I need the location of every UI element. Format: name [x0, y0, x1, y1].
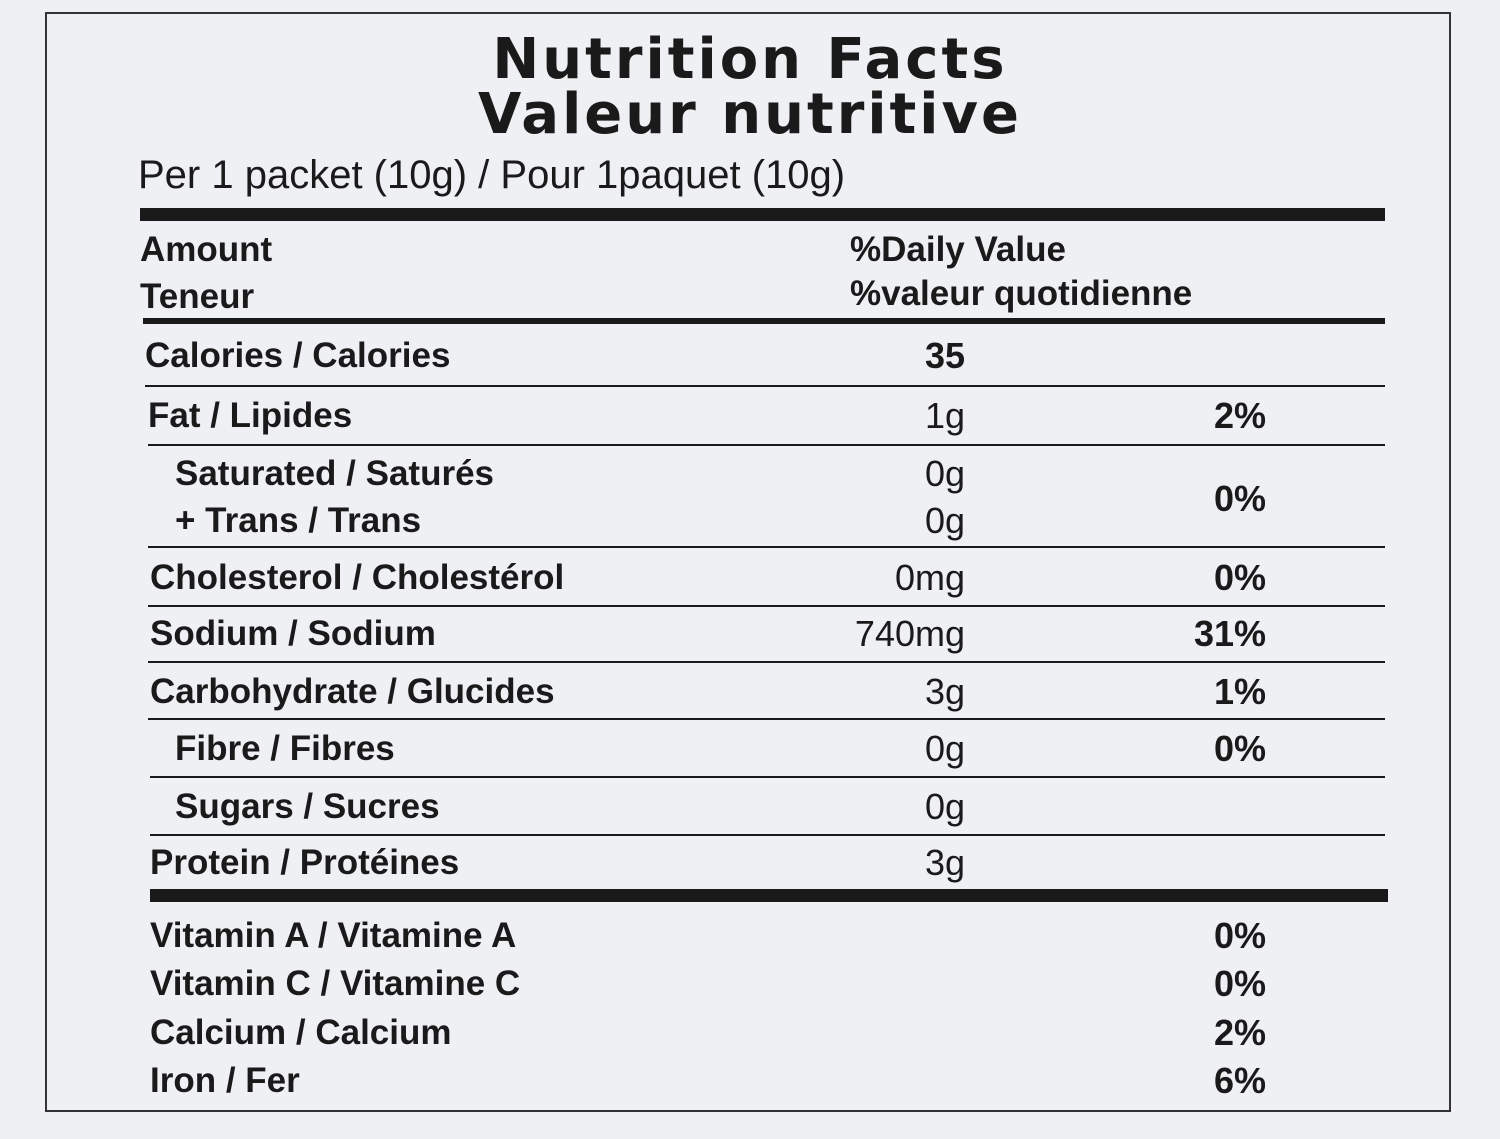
nutrient-amount: 0mg [894, 557, 965, 598]
nutrient-amount: 740mg [854, 613, 965, 654]
rule [148, 444, 1385, 446]
daily-value: 31% [1193, 613, 1266, 654]
daily-value: 6% [1213, 1060, 1266, 1101]
daily-value: 0% [1213, 963, 1266, 1004]
amount-header-fr: Teneur [140, 277, 255, 316]
nutrient-amount: 0g [924, 728, 965, 769]
daily-value: 2% [1213, 395, 1266, 436]
nutrient-amount: 3g [924, 842, 965, 883]
nutrient-amount: 3g [924, 671, 965, 712]
daily-value: 0% [1213, 557, 1266, 598]
nutrient-label: + Trans / Trans [175, 501, 422, 540]
nutrient-amount: 0g [924, 453, 965, 494]
rule [145, 385, 1385, 387]
daily-value: 2% [1213, 1012, 1266, 1053]
rule [148, 661, 1385, 663]
rule [150, 776, 1385, 778]
dv-header: %Daily Value [850, 230, 1066, 269]
nutrient-label: Sodium / Sodium [150, 614, 436, 653]
label-border [45, 12, 1451, 1112]
rule [150, 834, 1385, 836]
dv-header-fr: %valeur quotidienne [850, 274, 1193, 313]
nutrient-label: Protein / Protéines [150, 843, 460, 882]
rule [148, 546, 1385, 548]
rule [148, 605, 1385, 607]
nutrient-label: Fibre / Fibres [175, 729, 395, 768]
title-fr: Valeur nutritive [478, 82, 1022, 147]
nutrient-label: Saturated / Saturés [175, 454, 494, 493]
nutrient-amount: 35 [924, 335, 965, 376]
nutrient-label: Sugars / Sucres [175, 787, 440, 826]
serving-size: Per 1 packet (10g) / Pour 1paquet (10g) [138, 153, 846, 197]
amount-header: Amount [140, 230, 273, 269]
nutrient-amount: 0g [924, 500, 965, 541]
daily-value: 1% [1213, 671, 1266, 712]
nutrient-label: Cholesterol / Cholestérol [150, 558, 565, 597]
nutrient-amount: 0g [924, 786, 965, 827]
thick-rule [140, 208, 1385, 221]
nutrient-label: Carbohydrate / Glucides [150, 672, 555, 711]
vitamin-label: Iron / Fer [150, 1061, 300, 1100]
vitamin-label: Calcium / Calcium [150, 1013, 452, 1052]
vitamin-label: Vitamin A / Vitamine A [150, 916, 517, 955]
nutrient-amount: 1g [924, 395, 965, 436]
vitamin-label: Vitamin C / Vitamine C [150, 964, 521, 1003]
nutrient-label: Calories / Calories [145, 336, 451, 375]
nutrient-label: Fat / Lipides [148, 396, 353, 435]
daily-value: 0% [1213, 478, 1266, 519]
thick-rule [150, 889, 1388, 902]
rule [143, 318, 1385, 324]
rule [148, 718, 1385, 720]
daily-value: 0% [1213, 915, 1266, 956]
title: Nutrition Facts [492, 27, 1008, 92]
daily-value: 0% [1213, 728, 1266, 769]
